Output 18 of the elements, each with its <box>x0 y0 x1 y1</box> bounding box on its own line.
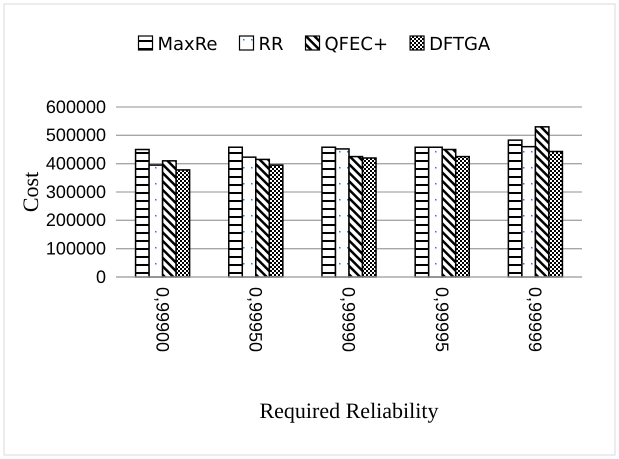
y-tick-label: 600000 <box>46 96 106 117</box>
y-tick-label: 200000 <box>46 210 106 230</box>
x-tick-label: 0,99995 <box>432 287 452 352</box>
y-tick-label: 0 <box>96 266 106 287</box>
y-tick-label: 300000 <box>46 182 106 202</box>
y-tick-label: 500000 <box>46 125 106 146</box>
legend-label: RR <box>258 34 284 55</box>
y-axis-title: Cost <box>18 172 43 212</box>
y-tick-label: 100000 <box>46 238 106 258</box>
legend-label: DFTGA <box>429 34 491 55</box>
y-tick-label: 400000 <box>46 153 106 174</box>
legend-label: MaxRe <box>158 34 218 55</box>
x-tick-label: 0,99950 <box>246 287 266 352</box>
x-tick-label: 0,99999 <box>525 287 546 352</box>
legend-label: QFEC+ <box>324 34 388 55</box>
x-tick-label: 0,99900 <box>152 287 172 352</box>
x-tick-label: 0,99990 <box>338 287 359 352</box>
x-axis-title: Required Reliability <box>259 398 439 423</box>
